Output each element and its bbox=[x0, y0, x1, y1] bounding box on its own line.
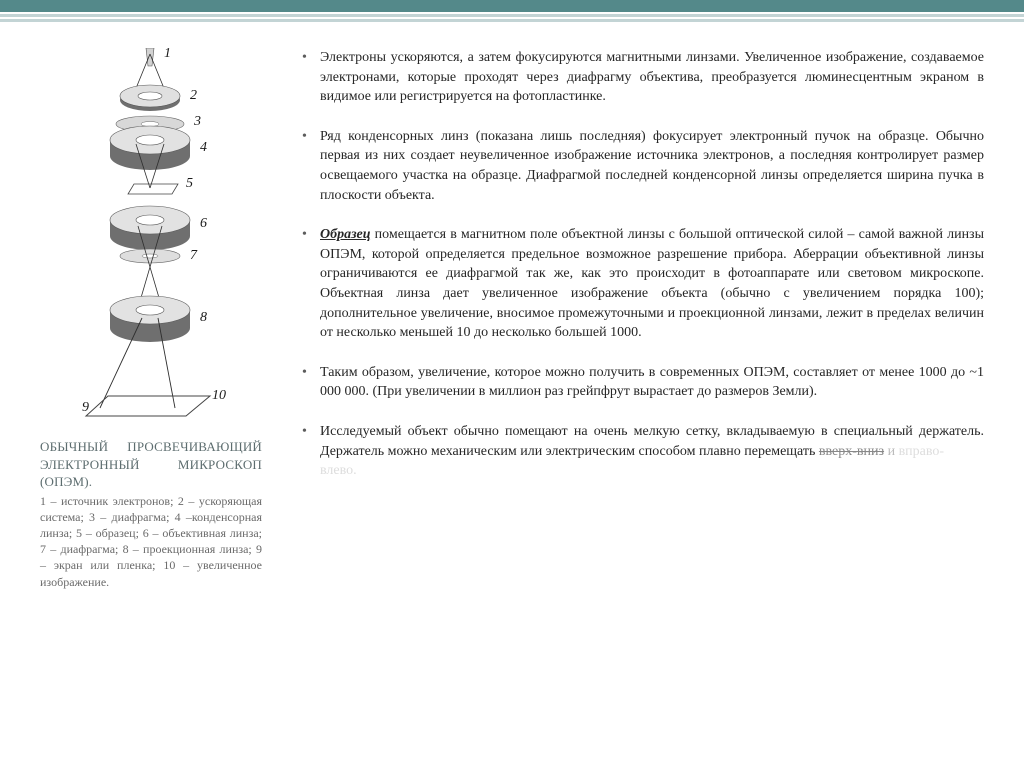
bullet-4: Таким образом, увеличение, которое можно… bbox=[298, 363, 984, 402]
bullet-5-fade-b: и bbox=[884, 444, 899, 459]
diagram-label-3: 3 bbox=[194, 114, 201, 130]
bullet-list: Электроны ускоряются, а затем фокусируют… bbox=[298, 48, 984, 481]
diagram-label-6: 6 bbox=[200, 216, 207, 232]
caption-title: ОБЫЧНЫЙ ПРОСВЕЧИВАЮЩИЙ ЭЛЕКТРОННЫЙ МИКРО… bbox=[40, 438, 262, 491]
bullet-5-fade-c: вправо- bbox=[899, 444, 945, 459]
diagram-label-7: 7 bbox=[190, 248, 197, 264]
bullet-5-fade-d: влево. bbox=[320, 463, 357, 478]
bullet-2: Ряд конденсорных линз (показана лишь пос… bbox=[298, 127, 984, 205]
bullet-5: Исследуемый объект обычно помещают на оч… bbox=[298, 422, 984, 481]
right-column: Электроны ускоряются, а затем фокусируют… bbox=[270, 48, 984, 590]
diagram-label-4: 4 bbox=[200, 140, 207, 156]
diagram-label-8: 8 bbox=[200, 310, 207, 326]
diagram-label-5: 5 bbox=[186, 176, 193, 192]
bullet-3-lead: Образец bbox=[320, 227, 371, 242]
diagram-label-9: 9 bbox=[82, 400, 89, 416]
bullet-3: Образец помещается в магнитном поле объе… bbox=[298, 225, 984, 343]
bullet-1: Электроны ускоряются, а затем фокусируют… bbox=[298, 48, 984, 107]
microscope-diagram: 1 2 3 4 5 6 7 8 9 10 bbox=[60, 48, 240, 428]
diagram-label-1: 1 bbox=[164, 46, 171, 62]
diagram-label-10: 10 bbox=[212, 388, 226, 404]
decorative-top-border bbox=[0, 0, 1024, 22]
diagram-label-2: 2 bbox=[190, 88, 197, 104]
bullet-3-text: помещается в магнитном поле объектной ли… bbox=[320, 227, 984, 340]
left-column: 1 2 3 4 5 6 7 8 9 10 ОБЫЧНЫЙ ПРОСВЕЧИВАЮ… bbox=[40, 48, 270, 590]
slide-content: 1 2 3 4 5 6 7 8 9 10 ОБЫЧНЫЙ ПРОСВЕЧИВАЮ… bbox=[0, 22, 1024, 590]
bullet-5-fade-a: вверх-вниз bbox=[819, 444, 884, 459]
caption-legend: 1 – источник электронов; 2 – ускоряющая … bbox=[40, 493, 262, 590]
